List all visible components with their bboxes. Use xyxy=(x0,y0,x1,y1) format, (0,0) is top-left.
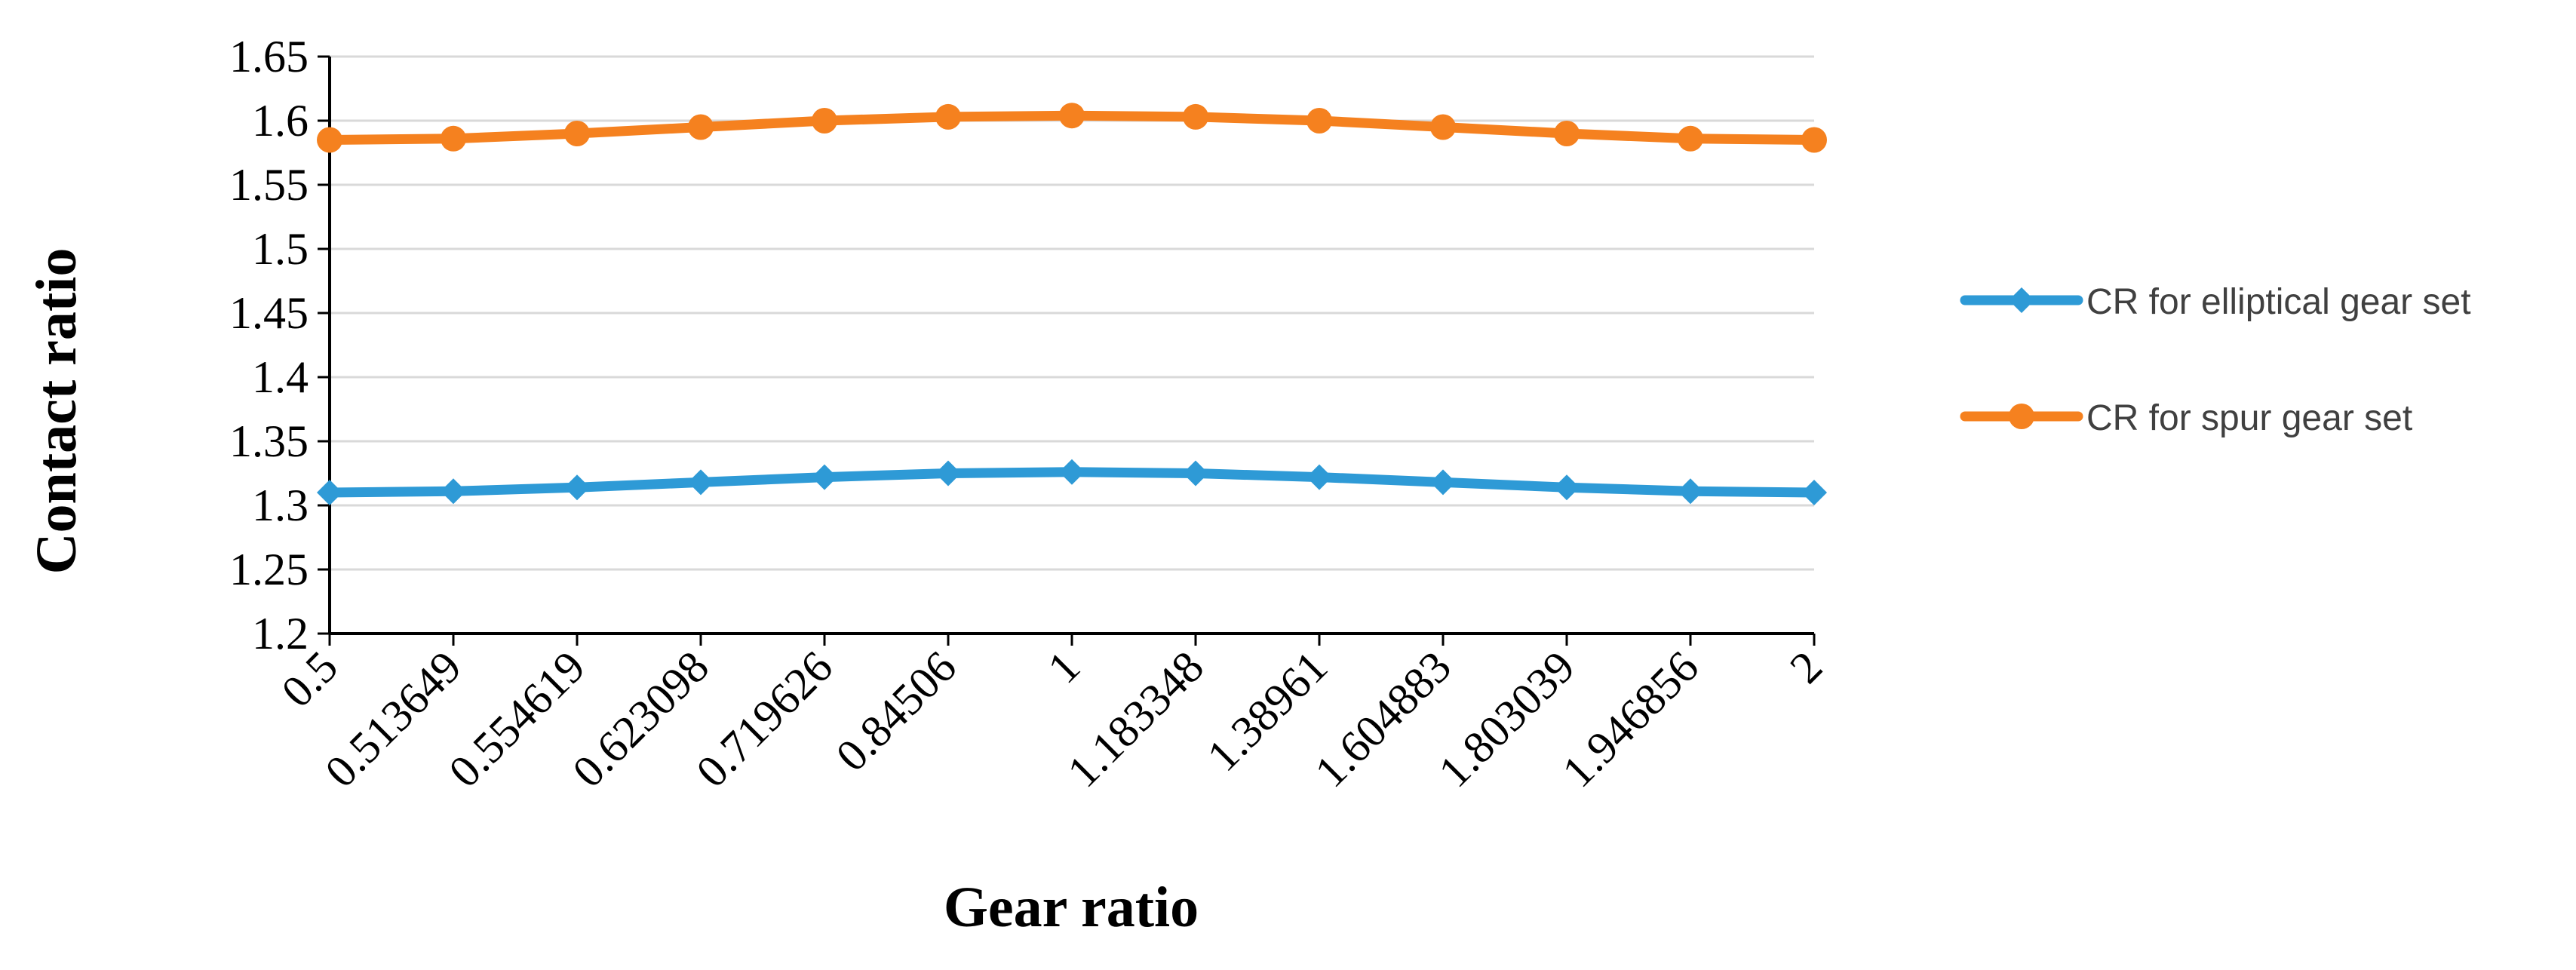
x-tick-label: 0.623098 xyxy=(563,642,718,797)
series-spur xyxy=(317,103,1827,153)
y-tick-label: 1.4 xyxy=(252,352,309,402)
data-point-diamond xyxy=(935,460,961,487)
legend-label-elliptical: CR for elliptical gear set xyxy=(2086,282,2471,322)
data-point-diamond xyxy=(1554,474,1580,501)
x-axis-title: Gear ratio xyxy=(944,876,1199,939)
data-point-circle xyxy=(688,114,714,140)
data-point-diamond xyxy=(1801,480,1827,505)
data-point-circle xyxy=(564,121,590,146)
y-tick-label: 1.6 xyxy=(252,96,309,146)
y-tick-label: 1.3 xyxy=(252,480,309,530)
legend-item-spur: CR for spur gear set xyxy=(1960,398,2412,438)
data-point-diamond xyxy=(564,474,590,501)
y-tick-label: 1.25 xyxy=(229,545,309,594)
data-point-circle xyxy=(1059,103,1085,129)
y-tick-label: 1.65 xyxy=(229,32,309,81)
legend: CR for elliptical gear set CR for spur g… xyxy=(1960,282,2471,438)
legend-circle-icon xyxy=(2009,404,2034,429)
y-tick-label: 1.35 xyxy=(229,416,309,466)
x-tick-label: 1.946856 xyxy=(1552,642,1708,797)
data-point-circle xyxy=(812,108,837,134)
data-point-diamond xyxy=(812,464,837,490)
x-tick-labels: 0.50.5136490.5546190.6230980.7196260.845… xyxy=(272,642,1831,797)
x-tick-label: 2 xyxy=(1780,642,1831,693)
data-point-diamond xyxy=(1183,460,1208,487)
data-series xyxy=(317,103,1827,505)
y-tick-label: 1.2 xyxy=(252,609,309,658)
x-tick-label: 1.183348 xyxy=(1058,642,1213,797)
x-tick-label: 0.719626 xyxy=(686,642,842,797)
data-point-circle xyxy=(1183,103,1208,130)
x-tick-label: 1 xyxy=(1038,642,1089,693)
legend-label-spur: CR for spur gear set xyxy=(2086,398,2412,438)
y-tick-label: 1.55 xyxy=(229,160,309,210)
x-tick-label: 0.554619 xyxy=(439,642,594,797)
data-point-circle xyxy=(441,125,466,152)
data-point-circle xyxy=(1554,121,1580,146)
data-point-circle xyxy=(1801,127,1827,153)
x-tick-label: 1.604883 xyxy=(1305,642,1460,797)
y-axis-title: Contact ratio xyxy=(25,248,88,575)
data-point-diamond xyxy=(1430,469,1456,496)
y-tick-label: 1.5 xyxy=(252,224,309,274)
legend-diamond-icon xyxy=(2009,287,2034,313)
data-point-diamond xyxy=(688,469,714,496)
legend-item-elliptical: CR for elliptical gear set xyxy=(1960,282,2471,322)
series-elliptical xyxy=(317,459,1827,505)
data-point-circle xyxy=(1306,108,1332,134)
y-tick-labels: 1.2 1.25 1.3 1.35 1.4 1.45 1.5 1.55 1.6 1.65 xyxy=(229,32,309,658)
x-tick-label: 1.803039 xyxy=(1429,642,1584,797)
data-point-circle xyxy=(1678,125,1703,152)
y-tick-label: 1.45 xyxy=(229,288,309,338)
data-point-circle xyxy=(935,103,961,130)
data-point-diamond xyxy=(1678,478,1703,505)
data-point-diamond xyxy=(1306,464,1332,490)
axes xyxy=(318,55,1816,646)
x-tick-label: 0.513649 xyxy=(315,642,471,797)
data-point-diamond xyxy=(1059,459,1085,485)
data-point-diamond xyxy=(317,480,342,505)
data-point-diamond xyxy=(441,478,466,505)
data-point-circle xyxy=(317,127,342,153)
data-point-circle xyxy=(1430,114,1456,140)
gridlines xyxy=(330,55,1814,571)
x-tick-label: 0.84506 xyxy=(827,642,966,781)
